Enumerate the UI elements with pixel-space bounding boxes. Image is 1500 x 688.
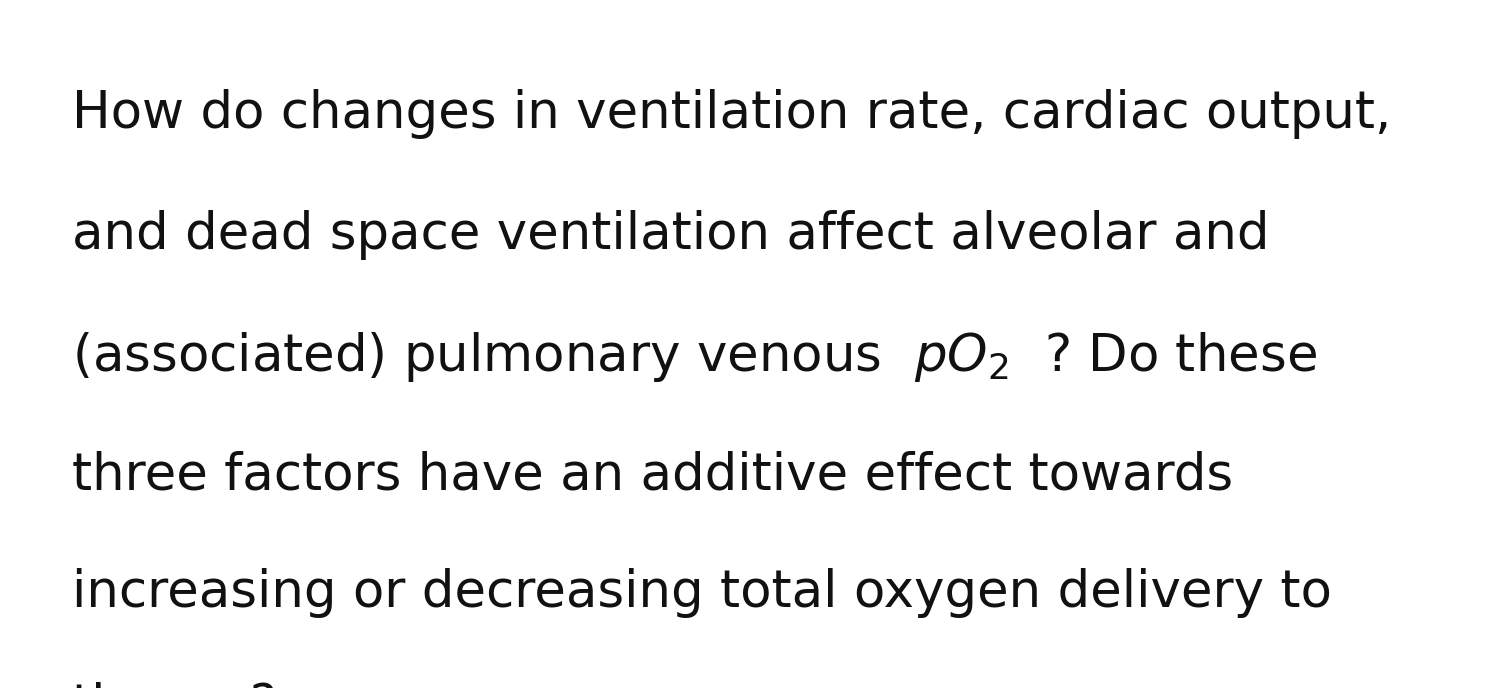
Text: three factors have an additive effect towards: three factors have an additive effect to… — [72, 451, 1233, 501]
Text: and dead space ventilation affect alveolar and: and dead space ventilation affect alveol… — [72, 210, 1269, 260]
Text: tissues?: tissues? — [72, 681, 278, 688]
Text: increasing or decreasing total oxygen delivery to: increasing or decreasing total oxygen de… — [72, 568, 1332, 618]
Text: How do changes in ventilation rate, cardiac output,: How do changes in ventilation rate, card… — [72, 89, 1392, 140]
Text: (associated) pulmonary venous  $pO_2$  ? Do these: (associated) pulmonary venous $pO_2$ ? D… — [72, 330, 1317, 384]
